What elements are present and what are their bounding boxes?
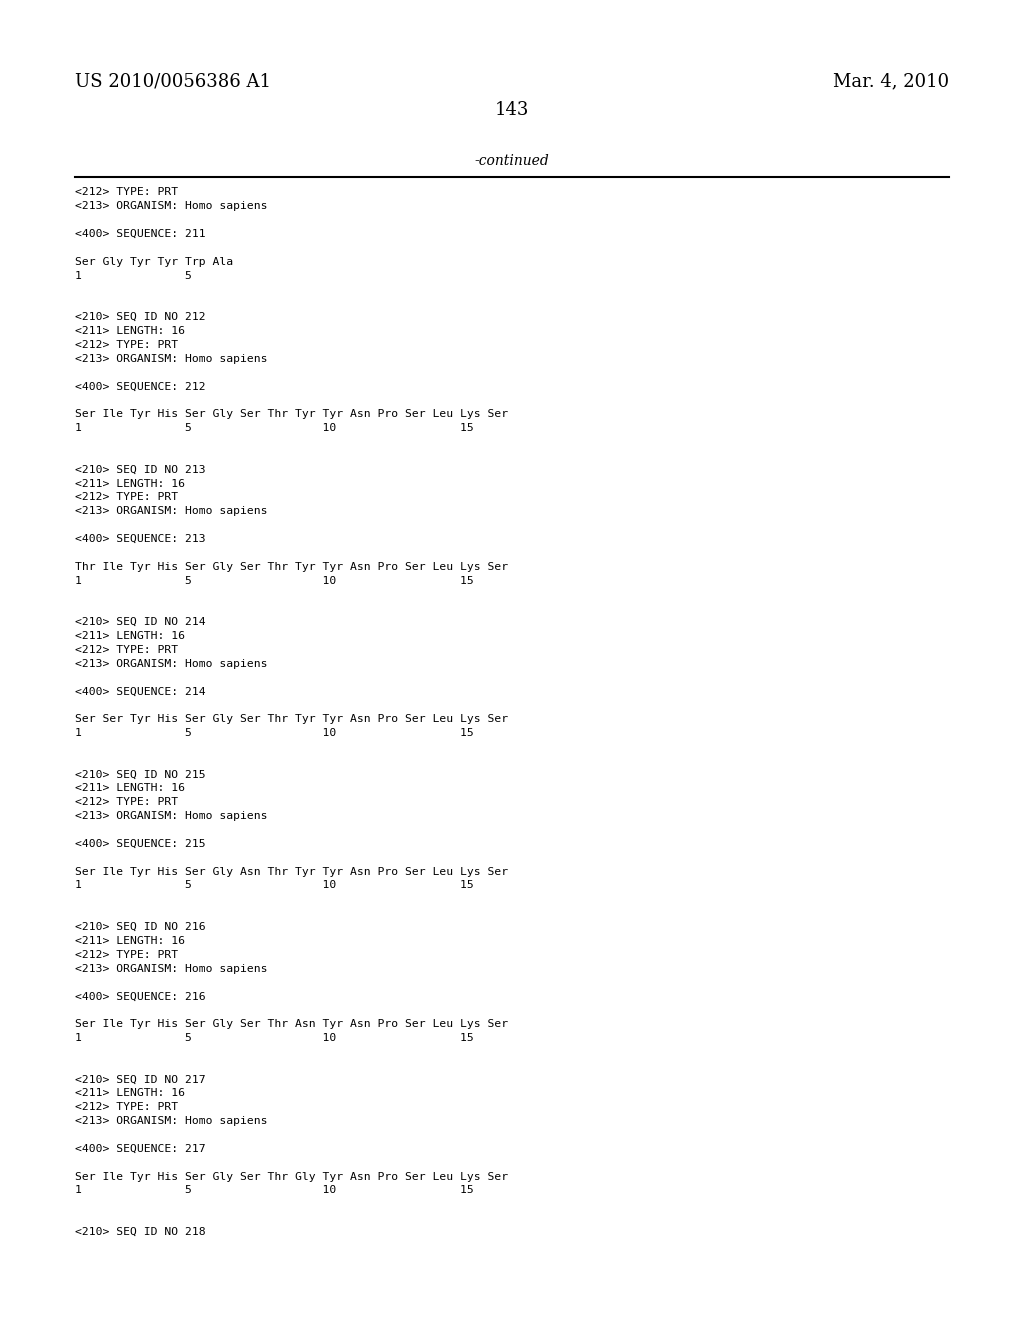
- Text: 1               5: 1 5: [75, 271, 191, 281]
- Text: <211> LENGTH: 16: <211> LENGTH: 16: [75, 784, 184, 793]
- Text: <210> SEQ ID NO 214: <210> SEQ ID NO 214: [75, 618, 206, 627]
- Text: <212> TYPE: PRT: <212> TYPE: PRT: [75, 1102, 178, 1113]
- Text: Ser Ser Tyr His Ser Gly Ser Thr Tyr Tyr Asn Pro Ser Leu Lys Ser: Ser Ser Tyr His Ser Gly Ser Thr Tyr Tyr …: [75, 714, 508, 725]
- Text: <210> SEQ ID NO 218: <210> SEQ ID NO 218: [75, 1228, 206, 1237]
- Text: <212> TYPE: PRT: <212> TYPE: PRT: [75, 341, 178, 350]
- Text: <400> SEQUENCE: 216: <400> SEQUENCE: 216: [75, 991, 206, 1002]
- Text: <211> LENGTH: 16: <211> LENGTH: 16: [75, 479, 184, 488]
- Text: <212> TYPE: PRT: <212> TYPE: PRT: [75, 797, 178, 808]
- Text: 143: 143: [495, 100, 529, 119]
- Text: US 2010/0056386 A1: US 2010/0056386 A1: [75, 73, 270, 91]
- Text: 1               5                   10                  15: 1 5 10 15: [75, 422, 473, 433]
- Text: <400> SEQUENCE: 214: <400> SEQUENCE: 214: [75, 686, 206, 697]
- Text: <400> SEQUENCE: 217: <400> SEQUENCE: 217: [75, 1143, 206, 1154]
- Text: Thr Ile Tyr His Ser Gly Ser Thr Tyr Tyr Asn Pro Ser Leu Lys Ser: Thr Ile Tyr His Ser Gly Ser Thr Tyr Tyr …: [75, 562, 508, 572]
- Text: Mar. 4, 2010: Mar. 4, 2010: [834, 73, 949, 91]
- Text: <210> SEQ ID NO 216: <210> SEQ ID NO 216: [75, 921, 206, 932]
- Text: -continued: -continued: [475, 154, 549, 168]
- Text: <211> LENGTH: 16: <211> LENGTH: 16: [75, 936, 184, 946]
- Text: 1               5                   10                  15: 1 5 10 15: [75, 1185, 473, 1196]
- Text: <400> SEQUENCE: 215: <400> SEQUENCE: 215: [75, 840, 206, 849]
- Text: 1               5                   10                  15: 1 5 10 15: [75, 729, 473, 738]
- Text: <213> ORGANISM: Homo sapiens: <213> ORGANISM: Homo sapiens: [75, 810, 267, 821]
- Text: <213> ORGANISM: Homo sapiens: <213> ORGANISM: Homo sapiens: [75, 1117, 267, 1126]
- Text: <211> LENGTH: 16: <211> LENGTH: 16: [75, 631, 184, 642]
- Text: <210> SEQ ID NO 213: <210> SEQ ID NO 213: [75, 465, 206, 475]
- Text: 1               5                   10                  15: 1 5 10 15: [75, 1034, 473, 1043]
- Text: <213> ORGANISM: Homo sapiens: <213> ORGANISM: Homo sapiens: [75, 507, 267, 516]
- Text: <212> TYPE: PRT: <212> TYPE: PRT: [75, 187, 178, 198]
- Text: <211> LENGTH: 16: <211> LENGTH: 16: [75, 326, 184, 337]
- Text: Ser Ile Tyr His Ser Gly Ser Thr Gly Tyr Asn Pro Ser Leu Lys Ser: Ser Ile Tyr His Ser Gly Ser Thr Gly Tyr …: [75, 1172, 508, 1181]
- Text: <213> ORGANISM: Homo sapiens: <213> ORGANISM: Homo sapiens: [75, 201, 267, 211]
- Text: <211> LENGTH: 16: <211> LENGTH: 16: [75, 1088, 184, 1098]
- Text: <400> SEQUENCE: 213: <400> SEQUENCE: 213: [75, 535, 206, 544]
- Text: 1               5                   10                  15: 1 5 10 15: [75, 880, 473, 891]
- Text: Ser Ile Tyr His Ser Gly Ser Thr Tyr Tyr Asn Pro Ser Leu Lys Ser: Ser Ile Tyr His Ser Gly Ser Thr Tyr Tyr …: [75, 409, 508, 420]
- Text: <213> ORGANISM: Homo sapiens: <213> ORGANISM: Homo sapiens: [75, 354, 267, 364]
- Text: <210> SEQ ID NO 215: <210> SEQ ID NO 215: [75, 770, 206, 780]
- Text: <400> SEQUENCE: 212: <400> SEQUENCE: 212: [75, 381, 206, 392]
- Text: <212> TYPE: PRT: <212> TYPE: PRT: [75, 492, 178, 503]
- Text: <213> ORGANISM: Homo sapiens: <213> ORGANISM: Homo sapiens: [75, 659, 267, 669]
- Text: <210> SEQ ID NO 212: <210> SEQ ID NO 212: [75, 313, 206, 322]
- Text: <400> SEQUENCE: 211: <400> SEQUENCE: 211: [75, 230, 206, 239]
- Text: <213> ORGANISM: Homo sapiens: <213> ORGANISM: Homo sapiens: [75, 964, 267, 974]
- Text: Ser Gly Tyr Tyr Trp Ala: Ser Gly Tyr Tyr Trp Ala: [75, 256, 232, 267]
- Text: Ser Ile Tyr His Ser Gly Ser Thr Asn Tyr Asn Pro Ser Leu Lys Ser: Ser Ile Tyr His Ser Gly Ser Thr Asn Tyr …: [75, 1019, 508, 1030]
- Text: <212> TYPE: PRT: <212> TYPE: PRT: [75, 950, 178, 960]
- Text: <210> SEQ ID NO 217: <210> SEQ ID NO 217: [75, 1074, 206, 1085]
- Text: <212> TYPE: PRT: <212> TYPE: PRT: [75, 645, 178, 655]
- Text: 1               5                   10                  15: 1 5 10 15: [75, 576, 473, 586]
- Text: Ser Ile Tyr His Ser Gly Asn Thr Tyr Tyr Asn Pro Ser Leu Lys Ser: Ser Ile Tyr His Ser Gly Asn Thr Tyr Tyr …: [75, 867, 508, 876]
